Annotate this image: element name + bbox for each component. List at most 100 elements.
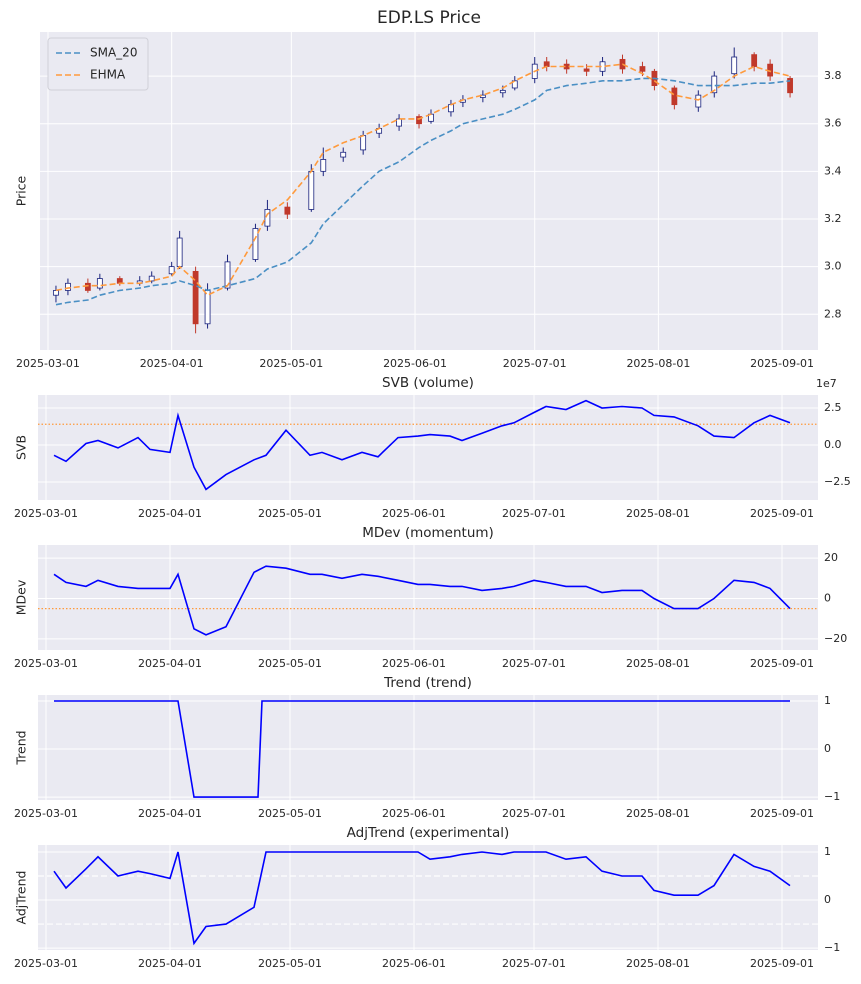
y-tick-label: −20 <box>824 632 847 645</box>
panel-title: MDev (momentum) <box>362 525 494 541</box>
candle-body <box>192 270 199 325</box>
panel: Trend (trend) Trend 2025-03-01 2025-04-01 20… <box>14 675 841 820</box>
y-tick-label: 2.8 <box>824 307 842 320</box>
y-tick-label: 3.4 <box>824 164 842 177</box>
x-tick-label: 2025-05-01 <box>258 957 322 970</box>
x-tick-label: 2025-09-01 <box>750 357 814 370</box>
x-tick-label: 2025-03-01 <box>16 357 80 370</box>
x-tick-label: 2025-08-01 <box>626 957 690 970</box>
y-tick-label: 0 <box>824 592 831 605</box>
y-tick-label: −2.5 <box>824 475 851 488</box>
panel-title: SVB (volume) <box>382 375 474 391</box>
candle-body <box>671 87 678 106</box>
x-tick-label: 2025-05-01 <box>259 357 323 370</box>
x-tick-label: 2025-06-01 <box>383 357 447 370</box>
candle-body <box>360 135 367 151</box>
y-tick-label: 3.8 <box>824 69 842 82</box>
y-tick-label: 3.2 <box>824 212 842 225</box>
y-axis-label: SVB <box>14 435 29 460</box>
candle-body <box>224 261 231 289</box>
x-tick-label: 2025-07-01 <box>502 507 566 520</box>
plot-area <box>38 695 818 800</box>
x-tick-label: 2025-03-01 <box>14 507 78 520</box>
x-tick-label: 2025-03-01 <box>14 657 78 670</box>
candle-body <box>308 170 315 210</box>
candle-body <box>252 228 259 260</box>
plot-area <box>38 545 818 650</box>
candle-body <box>148 275 155 282</box>
y-axis-label: MDev <box>14 579 29 615</box>
candle-body <box>416 116 422 125</box>
plot-area <box>38 395 818 500</box>
x-tick-label: 2025-04-01 <box>138 657 202 670</box>
panel: AdjTrend (experimental) AdjTrend 2025-03-0… <box>14 825 841 970</box>
x-tick-label: 2025-09-01 <box>750 657 814 670</box>
candle-body <box>396 118 402 127</box>
candle-body <box>264 209 271 227</box>
x-tick-label: 2025-08-01 <box>626 807 690 820</box>
legend-label: EHMA <box>90 68 126 82</box>
y-tick-label: 3.6 <box>824 117 842 130</box>
candle-body <box>639 66 646 72</box>
candle-body <box>96 278 103 289</box>
x-tick-label: 2025-08-01 <box>626 357 690 370</box>
x-tick-label: 2025-09-01 <box>750 807 814 820</box>
candle-body <box>787 78 793 94</box>
candle-body <box>695 94 702 108</box>
x-tick-label: 2025-07-01 <box>502 657 566 670</box>
x-tick-label: 2025-09-01 <box>750 507 814 520</box>
x-tick-label: 2025-06-01 <box>382 807 446 820</box>
candle-body <box>448 104 454 113</box>
legend-label: SMA_20 <box>90 46 137 60</box>
y-tick-label: 0 <box>824 893 831 906</box>
panel: SVB (volume) SVB 1e7 2025-03-01 2025-04-01 20… <box>14 375 851 520</box>
candle-body <box>711 75 718 94</box>
candle-body <box>168 266 175 275</box>
candle-body <box>751 54 758 67</box>
x-tick-label: 2025-03-01 <box>14 807 78 820</box>
candle-body <box>204 290 211 325</box>
x-tick-label: 2025-05-01 <box>258 507 322 520</box>
y-tick-label: 0.0 <box>824 438 842 451</box>
x-tick-label: 2025-09-01 <box>750 957 814 970</box>
panel: EDP.LS Price Price 2025-03-01 2025-04-01 202… <box>14 8 842 370</box>
y-axis-label: Trend <box>14 730 29 765</box>
offset-label: 1e7 <box>816 377 837 390</box>
candle-body <box>84 282 91 291</box>
panel-title: AdjTrend (experimental) <box>347 825 510 841</box>
legend-box <box>47 37 149 91</box>
y-tick-label: 3.0 <box>824 260 842 273</box>
y-tick-label: 1 <box>824 694 831 707</box>
x-tick-label: 2025-06-01 <box>382 957 446 970</box>
candle-body <box>583 68 590 72</box>
legend: SMA_20 EHMA <box>47 37 149 91</box>
y-tick-label: 0 <box>824 742 831 755</box>
series-line <box>53 851 791 946</box>
panel: MDev (momentum) MDev 2025-03-01 2025-04-01 2… <box>14 525 848 670</box>
x-tick-label: 2025-07-01 <box>502 957 566 970</box>
x-tick-label: 2025-03-01 <box>14 957 78 970</box>
x-tick-label: 2025-04-01 <box>138 957 202 970</box>
series-line <box>54 700 790 798</box>
candle-body <box>511 80 518 89</box>
series-line <box>55 63 791 297</box>
y-axis-label: AdjTrend <box>14 871 29 925</box>
candle-body <box>499 89 506 94</box>
y-tick-label: 1 <box>824 845 831 858</box>
x-tick-label: 2025-07-01 <box>502 807 566 820</box>
x-tick-label: 2025-05-01 <box>258 807 322 820</box>
plot-area <box>40 32 818 350</box>
x-tick-label: 2025-07-01 <box>503 357 567 370</box>
series-line <box>53 399 791 491</box>
x-tick-label: 2025-08-01 <box>626 507 690 520</box>
candle-body <box>65 282 71 291</box>
x-tick-label: 2025-04-01 <box>138 507 202 520</box>
candle-body <box>340 151 347 158</box>
candle-body <box>320 159 327 172</box>
series-line <box>53 565 791 636</box>
y-tick-label: 20 <box>824 551 838 564</box>
x-tick-label: 2025-04-01 <box>140 357 204 370</box>
y-axis-label: Price <box>14 175 29 206</box>
candle-body <box>53 290 59 296</box>
